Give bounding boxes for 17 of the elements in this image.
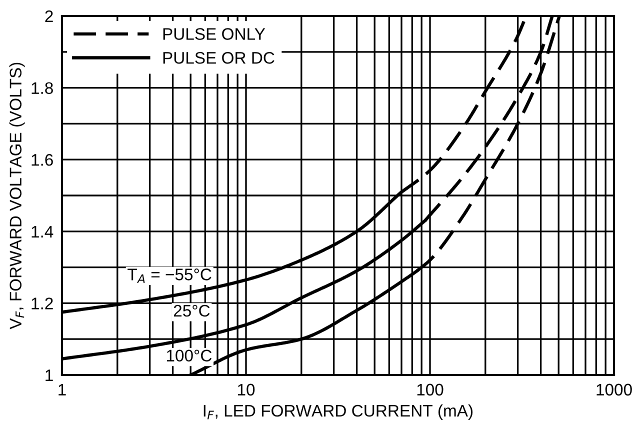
x-tick-label: 10: [238, 384, 255, 396]
x-axis-title: I$_{F}$, LED FORWARD CURRENT (mA): [204, 404, 473, 420]
y-axis-title: V$_{F}$, FORWARD VOLTAGE (VOLTS): [9, 62, 25, 330]
x-tick-label: 1000: [596, 384, 632, 396]
y-tick-label: 2: [45, 10, 53, 22]
annotation: 100°C: [166, 350, 212, 362]
annotation: T$_{A}$ = −55°C: [128, 268, 212, 283]
annotation: 25°C: [174, 304, 210, 317]
y-tick-label: 1: [46, 370, 53, 382]
x-tick-label: 100: [417, 384, 444, 396]
x-tick-label: 1: [58, 384, 66, 396]
legend-label: PULSE ONLY: [163, 28, 266, 40]
y-tick-label: 1.4: [32, 226, 54, 238]
y-tick-label: 1.8: [32, 82, 53, 94]
y-tick-label: 1.6: [32, 154, 53, 166]
legend-label: PULSE OR DC: [163, 52, 274, 64]
y-tick-label: 1.2: [32, 298, 53, 310]
